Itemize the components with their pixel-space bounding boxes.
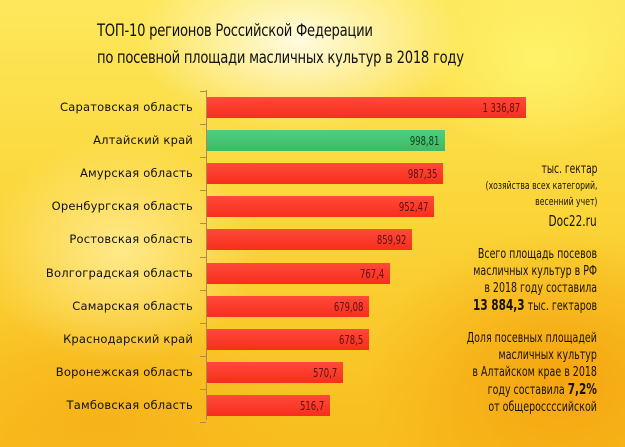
unit-label: тыс. гектар bbox=[541, 162, 597, 177]
axis-tick bbox=[200, 124, 206, 125]
bar: 767,4 bbox=[207, 263, 390, 284]
category-label: Тамбовская область bbox=[66, 398, 193, 412]
bar: 516,7 bbox=[207, 395, 330, 416]
chart-title: ТОП-10 регионов Российской Федерации по … bbox=[97, 18, 464, 72]
axis-tick bbox=[200, 257, 206, 258]
axis-tick bbox=[200, 323, 206, 324]
unit-note-line-2: (хозяйства всех категорий, bbox=[485, 179, 597, 192]
axis-tick bbox=[200, 223, 206, 224]
bar-value-label: 998,81 bbox=[409, 133, 439, 148]
total-value: 13 884,3 bbox=[472, 296, 525, 314]
total-unit: тыс. гектаров bbox=[527, 298, 597, 314]
bar-value-label: 1 336,87 bbox=[482, 100, 520, 115]
source-site: Doc22.ru bbox=[548, 212, 597, 230]
axis-tick bbox=[200, 356, 206, 357]
total-line-2: масличных культур в РФ bbox=[473, 263, 597, 279]
total-line-3: в 2018 году составила bbox=[484, 280, 597, 296]
title-line-2: по посевной площади масличных культур в … bbox=[97, 48, 464, 68]
bar: 570,7 bbox=[207, 362, 343, 383]
unit-note: тыс. гектар (хозяйства всех категорий, в… bbox=[485, 162, 597, 210]
category-label: Самарская область bbox=[72, 299, 193, 313]
category-label: Амурская область bbox=[79, 166, 193, 180]
axis-tick bbox=[200, 157, 206, 158]
bar-value-label: 678,5 bbox=[338, 332, 363, 347]
category-label: Краснодарский край bbox=[63, 332, 193, 346]
total-note: Всего площадь посевов масличных культур … bbox=[473, 246, 597, 315]
bar-value-label: 679,08 bbox=[333, 299, 363, 314]
axis-tick bbox=[200, 422, 206, 423]
bar: 952,47 bbox=[207, 196, 434, 217]
bar-value-label: 767,4 bbox=[359, 266, 384, 281]
bar-value-label: 516,7 bbox=[299, 398, 324, 413]
category-label: Саратовская область bbox=[60, 100, 193, 114]
share-value: 7,2% bbox=[567, 380, 597, 398]
share-line-2: масличных культур bbox=[498, 347, 597, 363]
axis-tick bbox=[200, 91, 206, 92]
share-line-4: году составила bbox=[487, 382, 565, 398]
share-line-1: Доля посевных площадей bbox=[466, 330, 597, 346]
axis-tick bbox=[200, 190, 206, 191]
category-label: Алтайский край bbox=[93, 133, 193, 147]
category-label: Оренбургская область bbox=[51, 199, 193, 213]
bar: 1 336,87 bbox=[207, 97, 526, 118]
share-note: Доля посевных площадей масличных культур… bbox=[467, 330, 597, 416]
axis-tick bbox=[200, 389, 206, 390]
bar-value-label: 570,7 bbox=[312, 365, 337, 380]
share-line-5: от общероссcсийской bbox=[488, 399, 597, 415]
bar-value-label: 859,92 bbox=[376, 232, 406, 247]
category-label: Воронежская область bbox=[55, 365, 193, 379]
y-axis bbox=[206, 90, 207, 420]
bar: 998,81 bbox=[207, 130, 445, 151]
share-line-3: в Алтайском крае в 2018 bbox=[472, 364, 597, 380]
category-label: Волгоградская область bbox=[45, 266, 193, 280]
title-line-1: ТОП-10 регионов Российской Федерации bbox=[97, 21, 373, 41]
bar: 679,08 bbox=[207, 296, 369, 317]
total-line-1: Всего площадь посевов bbox=[477, 246, 597, 262]
bar: 987,35 bbox=[207, 163, 443, 184]
bar-value-label: 952,47 bbox=[398, 199, 428, 214]
axis-tick bbox=[200, 290, 206, 291]
bar: 859,92 bbox=[207, 229, 412, 250]
bar-value-label: 987,35 bbox=[407, 166, 437, 181]
bar: 678,5 bbox=[207, 329, 369, 350]
unit-note-line-3: весенний учет) bbox=[534, 195, 597, 208]
category-label: Ростовская область bbox=[69, 232, 193, 246]
